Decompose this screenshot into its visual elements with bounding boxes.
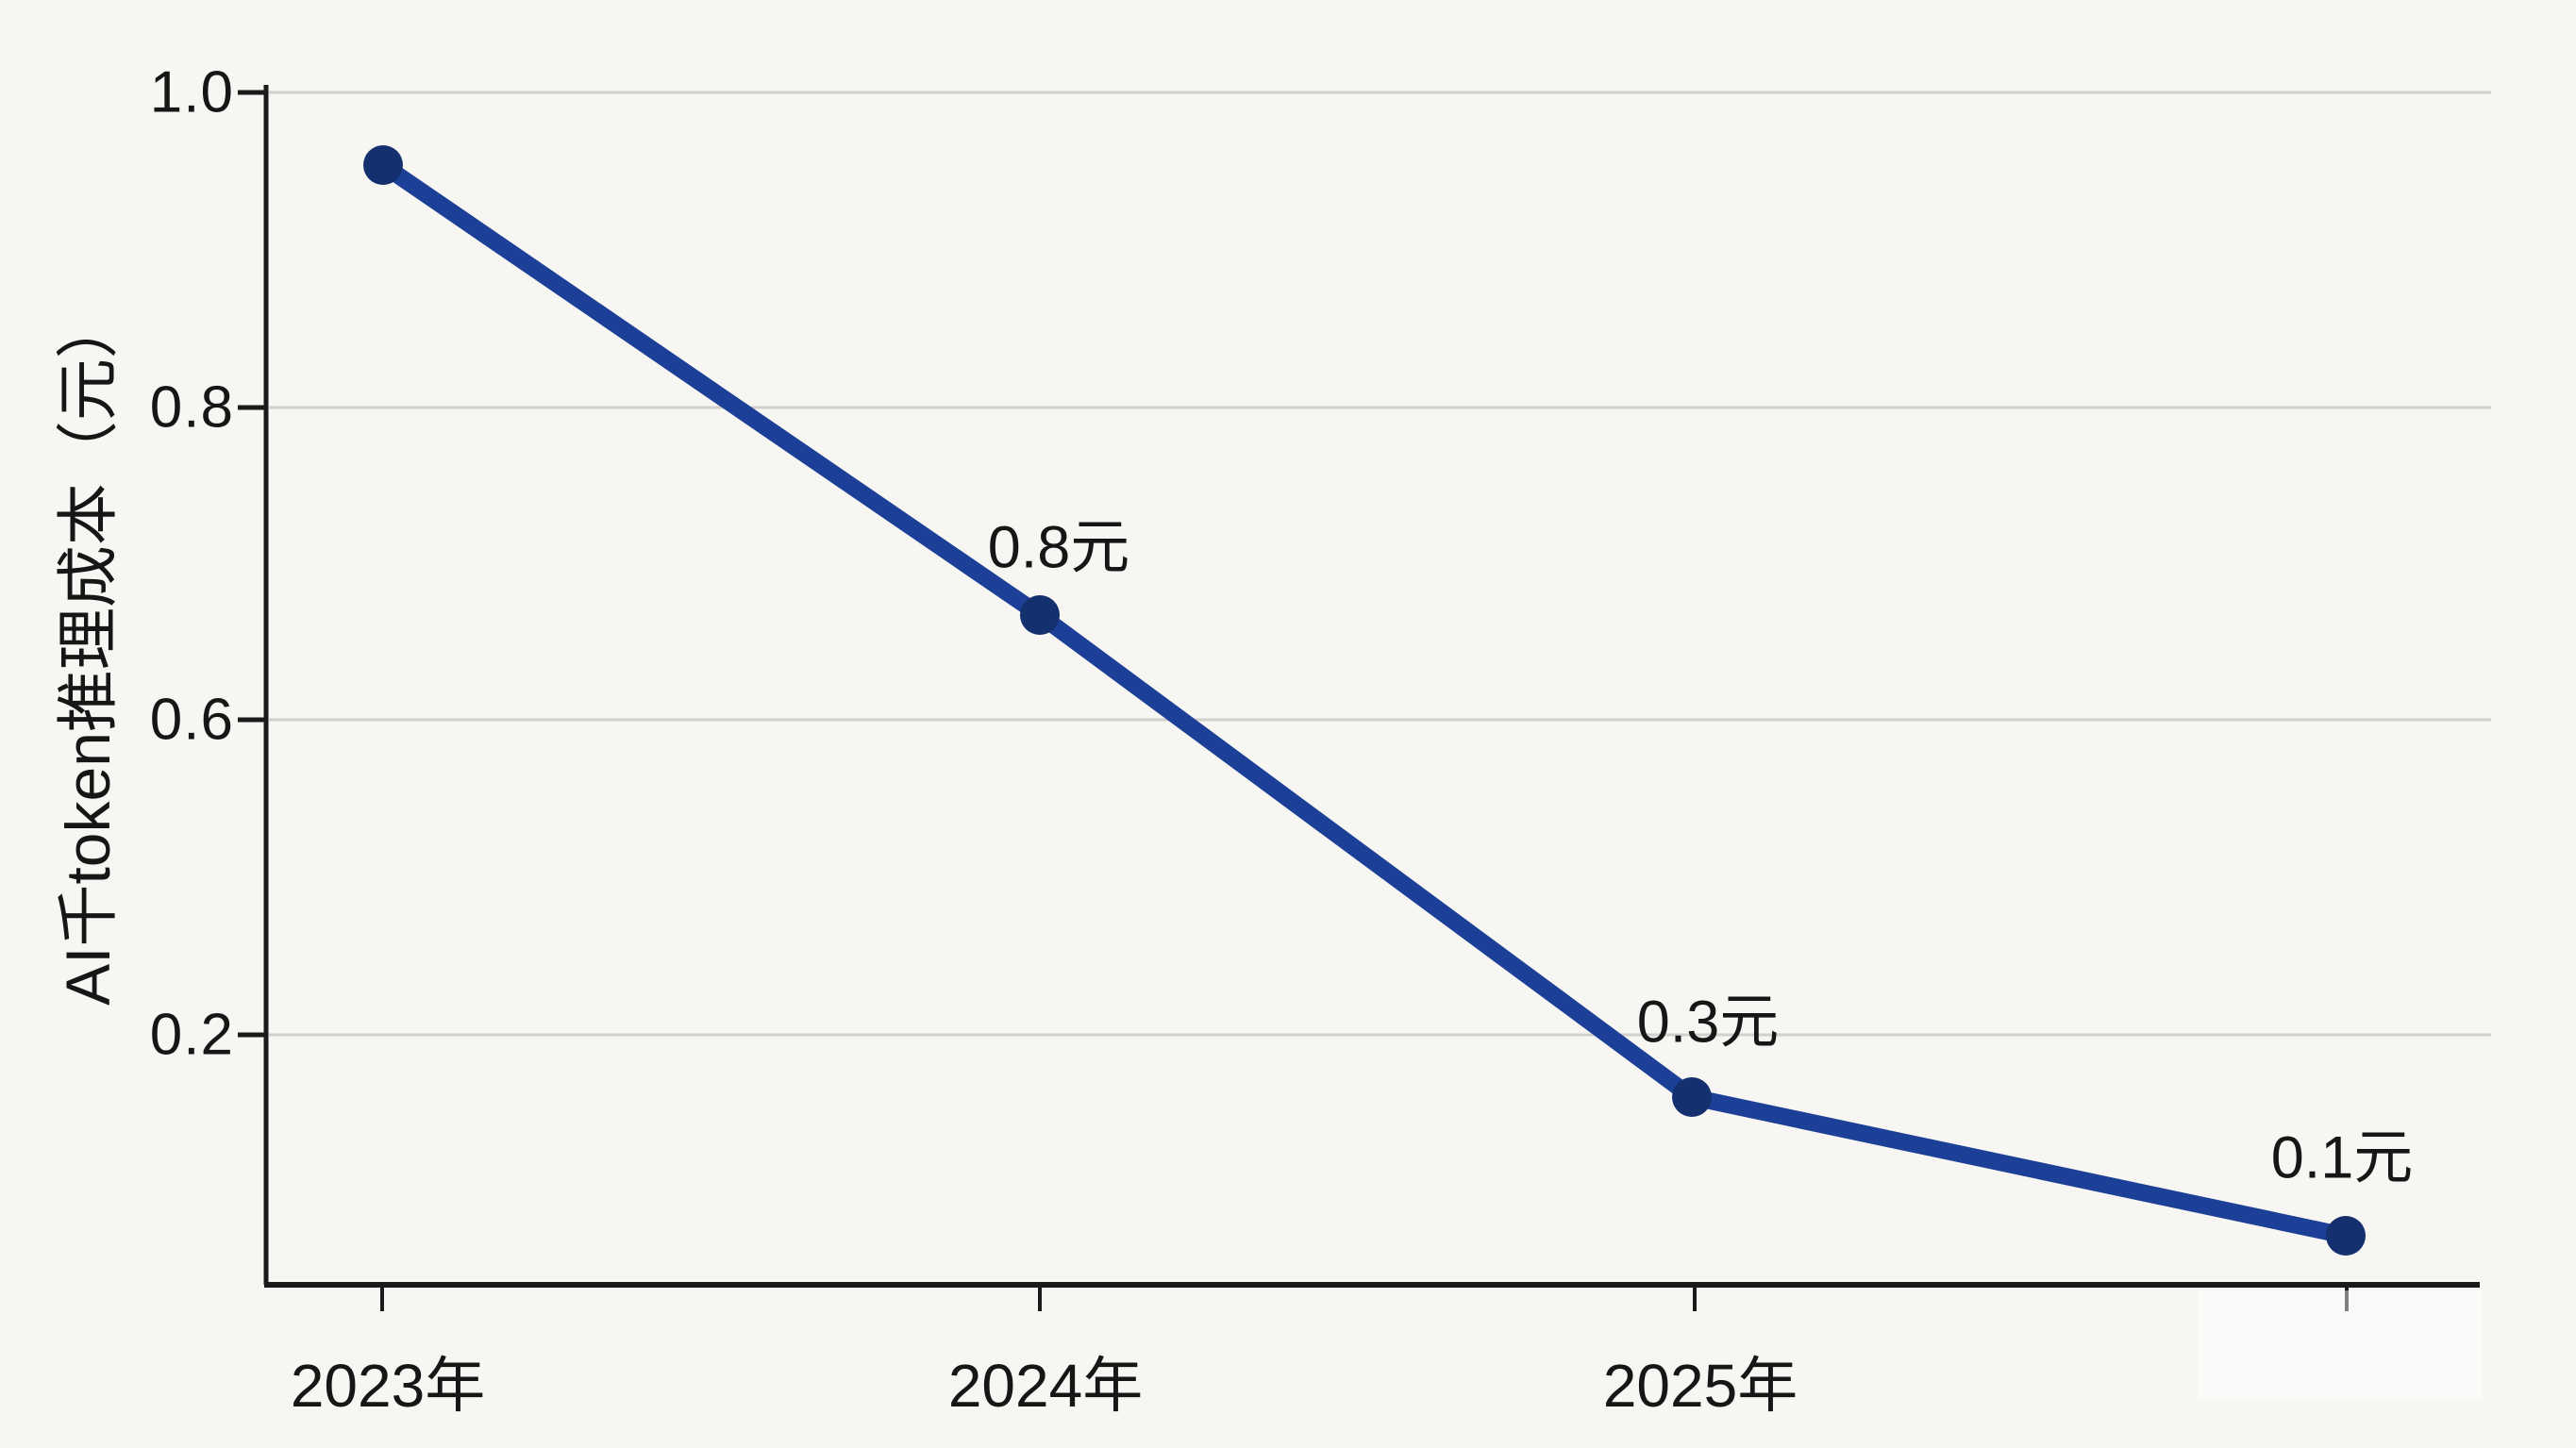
x-tick-label-2025: 2025年	[1602, 1352, 1798, 1420]
x-tick-label-2024: 2024年	[947, 1352, 1144, 1420]
point-label-0.1: 0.1元	[2270, 1124, 2414, 1191]
background-artifact	[2199, 1290, 2482, 1399]
point-label-0.3: 0.3元	[1636, 989, 1780, 1056]
y-tick-label-0.2: 0.2	[149, 1002, 234, 1068]
y-axis-title: AI千token推理成本（元）	[53, 296, 123, 1006]
y-tick-label-0.8: 0.8	[149, 374, 234, 441]
y-tick-label-0.6: 0.6	[149, 687, 234, 753]
y-tick-label-1.0: 1.0	[149, 59, 234, 125]
x-tick-label-2023: 2023年	[290, 1352, 486, 1420]
point-label-0.8: 0.8元	[987, 514, 1130, 581]
